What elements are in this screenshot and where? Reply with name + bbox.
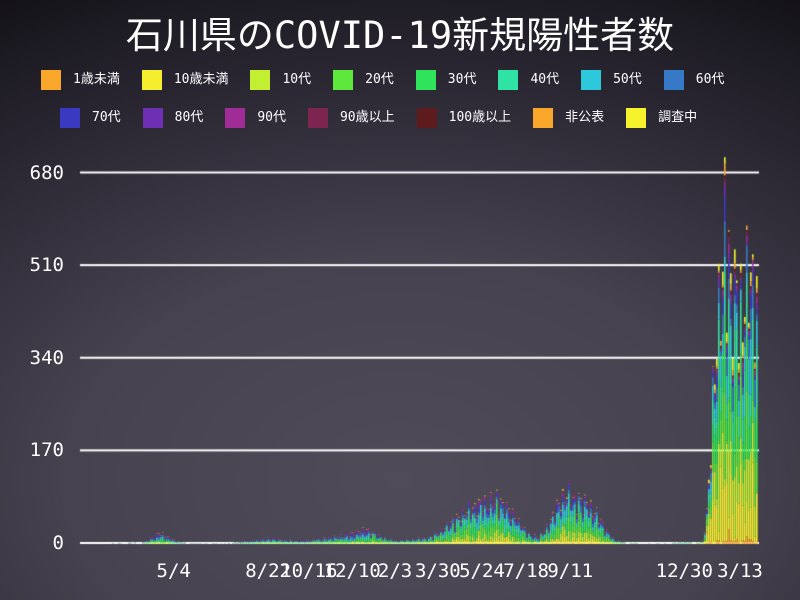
x-tick-label: 9/11 bbox=[547, 560, 594, 582]
legend-swatch bbox=[142, 108, 163, 128]
y-tick-label: 0 bbox=[52, 532, 64, 554]
legend-label: 20代 bbox=[365, 72, 394, 87]
legend-swatch bbox=[141, 70, 162, 90]
legend-item: 30代 bbox=[415, 70, 477, 90]
y-tick-label: 340 bbox=[29, 346, 64, 369]
legend-item: 50代 bbox=[581, 70, 642, 90]
x-tick-label: 3/30 bbox=[414, 560, 461, 582]
legend-label: 90代 bbox=[257, 110, 286, 125]
legend-label: 調査中 bbox=[658, 110, 698, 125]
legend-swatch bbox=[416, 108, 437, 128]
legend-label: 50代 bbox=[613, 72, 642, 87]
legend-swatch bbox=[533, 108, 554, 128]
legend-item: 40代 bbox=[498, 70, 559, 90]
x-tick-label: 5/24 bbox=[459, 560, 505, 582]
legend-item: 90歳以上 bbox=[307, 108, 395, 128]
legend-swatch bbox=[663, 70, 684, 90]
legend-swatch bbox=[307, 108, 328, 128]
x-tick-label: 8/22 bbox=[245, 560, 291, 582]
y-tick-label: 680 bbox=[29, 161, 64, 184]
legend-label: 非公表 bbox=[565, 110, 605, 125]
legend-label: 60代 bbox=[695, 72, 725, 87]
legend-swatch bbox=[41, 70, 61, 90]
x-tick-label: 7/18 bbox=[503, 560, 549, 582]
x-tick-label: 12/10 bbox=[323, 560, 381, 582]
legend-item: 80代 bbox=[142, 108, 204, 128]
legend-item: 1歳未満 bbox=[41, 70, 120, 90]
legend-item: 60代 bbox=[663, 70, 725, 90]
legend-swatch bbox=[225, 108, 246, 128]
legend-label: 10代 bbox=[282, 72, 312, 87]
chart-legend-row-2: 70代 80代 90代 90歳以上 100歳以上 非公表 調査中 bbox=[60, 108, 697, 128]
legend-item: 調査中 bbox=[626, 108, 697, 128]
legend-swatch bbox=[581, 70, 602, 90]
legend-label: 10歳未満 bbox=[173, 72, 229, 87]
legend-label: 100歳以上 bbox=[448, 110, 512, 125]
chart-title: 石川県のCOVID-19新規陽性者数 bbox=[125, 14, 675, 57]
legend-item: 70代 bbox=[60, 108, 121, 128]
legend-item: 90代 bbox=[225, 108, 286, 128]
y-tick-label: 510 bbox=[29, 254, 64, 277]
x-tick-label: 12/30 bbox=[655, 560, 713, 582]
legend-item: 20代 bbox=[333, 70, 394, 90]
legend-swatch bbox=[415, 70, 436, 90]
legend-swatch bbox=[498, 70, 519, 90]
x-tick-label: 5/4 bbox=[156, 560, 191, 582]
legend-label: 40代 bbox=[530, 72, 560, 87]
legend-label: 80代 bbox=[174, 110, 204, 125]
x-tick-label: 3/13 bbox=[717, 560, 763, 582]
y-tick-label: 170 bbox=[29, 439, 64, 462]
chart-legend-row-1: 1歳未満 10歳未満 10代 20代 30代 40代 50代 60代 bbox=[41, 70, 724, 90]
x-tick-label: 2/3 bbox=[377, 560, 413, 582]
legend-swatch bbox=[333, 70, 354, 90]
legend-item: 10歳未満 bbox=[141, 70, 229, 90]
legend-item: 10代 bbox=[250, 70, 311, 90]
legend-label: 30代 bbox=[447, 72, 477, 87]
legend-swatch bbox=[626, 108, 647, 128]
legend-swatch bbox=[60, 108, 80, 128]
legend-label: 1歳未満 bbox=[73, 72, 120, 87]
legend-item: 100歳以上 bbox=[416, 108, 512, 128]
legend-label: 90歳以上 bbox=[339, 110, 395, 125]
legend-swatch bbox=[250, 70, 271, 90]
x-tick-label: 10/16 bbox=[280, 560, 338, 582]
legend-item: 非公表 bbox=[533, 108, 604, 128]
legend-label: 70代 bbox=[92, 110, 121, 125]
